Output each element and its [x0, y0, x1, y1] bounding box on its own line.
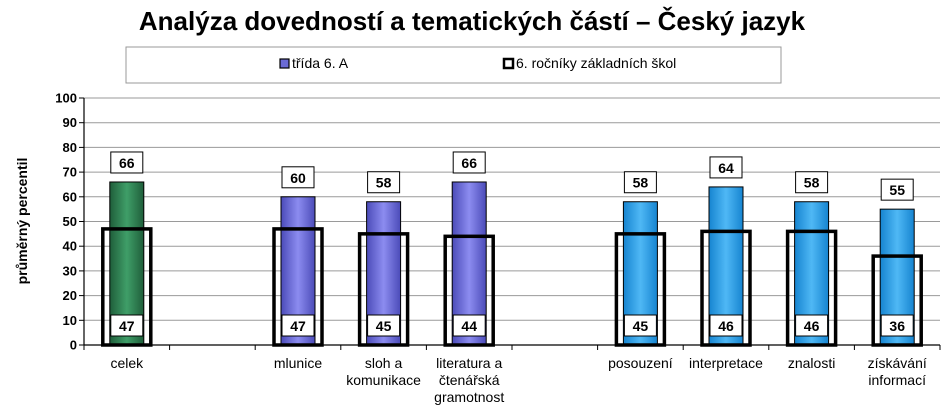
- bar-national: [443, 234, 495, 347]
- y-tick-label: 60: [63, 189, 77, 204]
- category-label: znalosti: [788, 355, 835, 371]
- legend-label-national: 6. ročníky základních škol: [516, 55, 676, 71]
- bar-national: [785, 229, 838, 347]
- legend-box: [125, 46, 782, 84]
- data-label-box-class: [709, 156, 743, 179]
- y-axis-label: průměrný percentil: [14, 158, 30, 285]
- bar-national: [614, 232, 667, 347]
- data-label-box-national: [452, 314, 486, 337]
- y-axis-ticks: 0 10 20 30 40 50 60 70 80 90 100: [55, 91, 84, 353]
- y-tick-label: 90: [63, 115, 77, 130]
- category-label: sloh a: [365, 355, 403, 371]
- legend-swatch-national: [502, 57, 515, 70]
- data-label-national: 47: [290, 318, 306, 334]
- data-label-class: 60: [290, 170, 306, 186]
- y-tick-label: 30: [63, 263, 77, 278]
- legend-label-class: třída 6. A: [292, 55, 349, 71]
- data-label-national: 45: [633, 318, 649, 334]
- data-label-class: 58: [376, 175, 392, 191]
- category-label: gramotnost: [434, 389, 504, 405]
- bar-national: [272, 227, 324, 347]
- category-label: informací: [868, 372, 926, 388]
- data-label-box-class: [623, 171, 657, 194]
- y-tick-label: 0: [70, 338, 77, 353]
- category-label: získávání: [868, 355, 927, 371]
- data-label-box-class: [281, 166, 315, 189]
- gridlines: [84, 97, 940, 321]
- y-tick-label: 80: [63, 140, 77, 155]
- legend-swatch-class: [279, 58, 290, 69]
- bar-national: [357, 232, 410, 347]
- y-tick-label: 10: [63, 313, 77, 328]
- category-label: čtenářská: [439, 372, 500, 388]
- data-label-box-class: [367, 171, 401, 194]
- data-label-class: 58: [804, 175, 820, 191]
- data-label-box-national: [709, 314, 743, 337]
- data-label-national: 45: [376, 318, 392, 334]
- data-label-box-national: [795, 314, 829, 337]
- data-label-national: 44: [461, 318, 477, 334]
- data-label-box-national: [367, 314, 401, 337]
- data-label-national: 46: [718, 318, 734, 334]
- data-label-national: 36: [889, 318, 905, 334]
- bar-national: [101, 227, 153, 347]
- category-label: interpretace: [689, 355, 763, 371]
- data-label-box-national: [623, 314, 657, 337]
- category-label: posouzení: [608, 355, 673, 371]
- data-label-national: 46: [804, 318, 820, 334]
- data-label-box-national: [110, 314, 144, 337]
- data-labels: 66 47 60 47 58 45 66 44 58 45 64 46 58 46 55 36: [110, 151, 914, 337]
- data-label-class: 66: [119, 155, 135, 171]
- data-label-box-national: [880, 314, 914, 337]
- bar-national: [700, 229, 752, 347]
- data-label-box-class: [452, 151, 486, 174]
- data-label-box-class: [795, 171, 829, 194]
- data-label-class: 64: [718, 160, 734, 176]
- category-label: literatura a: [436, 355, 502, 371]
- data-label-national: 47: [119, 318, 135, 334]
- category-label: mlunice: [274, 355, 322, 371]
- chart-title: Analýza dovedností a tematických částí –…: [139, 6, 806, 36]
- legend: třída 6. A 6. ročníky základních škol: [125, 46, 782, 84]
- data-label-class: 55: [889, 182, 905, 198]
- data-label-class: 66: [461, 155, 477, 171]
- y-tick-label: 50: [63, 214, 77, 229]
- data-label-box-class: [110, 151, 144, 174]
- category-label: komunikace: [346, 372, 421, 388]
- data-label-box-national: [281, 314, 315, 337]
- y-tick-label: 100: [55, 91, 77, 106]
- y-tick-label: 20: [63, 288, 77, 303]
- y-tick-label: 40: [63, 239, 77, 254]
- category-label: celek: [110, 355, 144, 371]
- data-label-class: 58: [633, 175, 649, 191]
- bar-national: [871, 254, 923, 347]
- y-tick-label: 70: [63, 165, 77, 180]
- data-label-box-class: [880, 178, 914, 201]
